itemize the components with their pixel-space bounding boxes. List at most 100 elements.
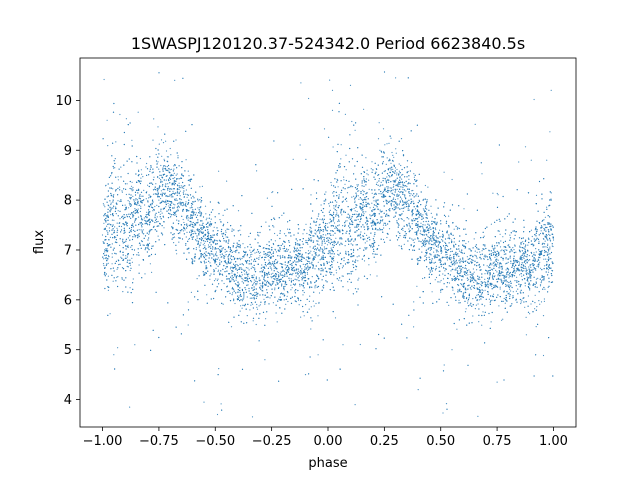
data-point [322,286,324,288]
data-point [522,241,524,243]
data-point [433,237,435,239]
data-point [518,260,520,263]
data-point [273,226,275,228]
data-point [274,249,277,251]
data-point [355,213,357,215]
data-point [425,213,427,215]
data-point [304,266,306,268]
data-point [479,254,482,256]
data-point [523,255,526,257]
data-point [539,261,541,263]
data-point [486,265,488,267]
data-point [184,229,186,231]
data-point [387,215,389,217]
data-point [543,254,546,257]
data-point [465,308,467,310]
data-point [108,227,110,229]
data-point [143,189,145,191]
data-point [515,251,517,253]
data-point [543,298,546,300]
data-point [202,244,204,246]
data-point [215,267,217,269]
data-point [186,218,188,220]
data-point [115,141,117,143]
data-point [199,212,201,214]
data-point [157,191,159,193]
data-point [431,236,434,238]
data-point [441,239,443,241]
data-point [308,308,310,310]
data-point [408,192,410,194]
data-point [470,288,472,290]
data-point [512,247,514,249]
data-point [453,228,455,230]
data-point [422,239,424,241]
data-point [463,208,465,210]
data-point [182,210,184,212]
data-point [543,258,545,260]
data-point [161,192,163,194]
data-point [284,268,286,270]
data-point [161,185,163,187]
data-point [490,321,492,323]
data-point [468,297,470,299]
data-point [527,272,529,274]
data-point [132,186,134,189]
data-point [338,194,340,196]
data-point [523,270,525,272]
data-point [544,236,547,238]
data-point [328,261,330,263]
data-point [546,235,548,237]
data-point [379,211,381,213]
data-point [396,194,398,196]
data-point [383,200,385,203]
data-point [328,205,331,207]
data-point [250,293,252,295]
data-point [118,186,121,188]
data-point [365,178,367,180]
data-point [549,131,551,133]
data-point [386,143,388,145]
data-point [420,222,422,224]
data-point [499,286,501,288]
data-point [390,162,392,164]
data-point [108,223,110,225]
data-point [280,274,282,276]
data-point [325,191,327,193]
data-point [403,243,405,245]
data-point [472,298,474,300]
data-point [117,347,119,349]
data-point [333,207,335,209]
data-point [117,179,119,181]
data-point [251,276,253,278]
data-point [167,186,169,188]
data-point [265,318,267,320]
data-point [308,300,310,302]
data-point [292,272,294,275]
data-point [237,210,240,212]
data-point [469,248,471,250]
data-point [291,256,293,258]
data-point [420,230,422,232]
data-point [433,247,435,249]
data-point [543,219,545,221]
data-point [111,173,113,175]
data-point [317,261,319,263]
data-point [501,319,503,321]
data-point [105,248,107,250]
data-point [280,256,282,258]
data-point [437,240,439,242]
data-point [530,303,532,305]
data-point [384,187,386,189]
data-point [167,183,169,185]
data-point [393,206,395,208]
data-point [220,403,222,405]
data-point [132,278,134,280]
data-point [250,259,253,261]
data-point [484,278,486,280]
data-point [212,253,214,255]
data-point [316,231,318,233]
data-point [337,220,339,223]
data-point [305,158,307,160]
data-point [216,279,218,282]
